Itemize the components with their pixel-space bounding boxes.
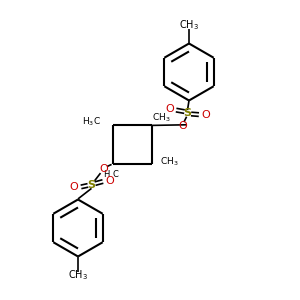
Text: H C: H C	[103, 170, 118, 179]
Text: S: S	[88, 179, 95, 190]
Text: O: O	[201, 110, 210, 120]
Text: CH$_3$: CH$_3$	[179, 18, 199, 32]
Text: H$_3$C: H$_3$C	[82, 115, 100, 128]
Text: CH$_3$: CH$_3$	[152, 112, 171, 124]
Text: O: O	[70, 182, 79, 192]
Text: O: O	[105, 176, 114, 187]
Text: S: S	[184, 108, 191, 118]
Text: O: O	[99, 164, 108, 175]
Text: CH$_3$: CH$_3$	[160, 156, 179, 168]
Text: CH$_3$: CH$_3$	[68, 268, 88, 282]
Text: O: O	[165, 104, 174, 114]
Text: O: O	[178, 121, 188, 131]
